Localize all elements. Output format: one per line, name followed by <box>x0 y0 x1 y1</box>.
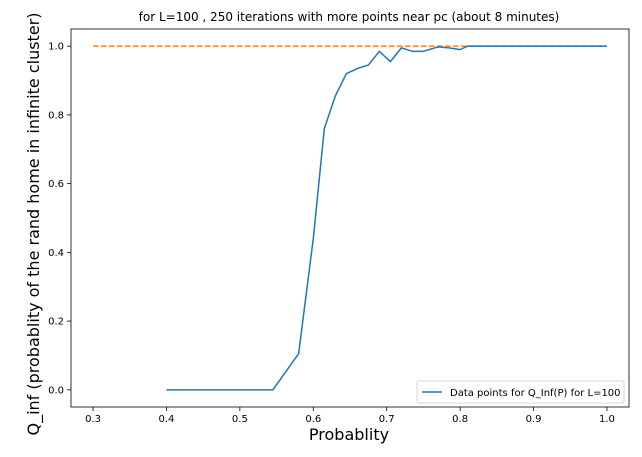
x-tick-label: 0.6 <box>305 414 321 425</box>
legend-box <box>416 380 625 404</box>
x-tick-label: 0.5 <box>232 414 248 425</box>
y-tick-label: 0.8 <box>48 110 64 121</box>
chart-title: for L=100 , 250 iterations with more poi… <box>139 10 560 24</box>
y-tick-label: 0.6 <box>48 179 64 190</box>
y-tick-label: 0.4 <box>48 248 64 259</box>
y-axis-label: Q_inf (probablity of the rand home in in… <box>24 13 44 436</box>
x-axis-ticks: 0.3 0.4 0.5 0.6 0.7 0.8 0.9 1.0 <box>85 407 615 425</box>
data-series-line <box>166 45 607 391</box>
x-tick-label: 0.8 <box>452 414 468 425</box>
legend: Data points for Q_Inf(P) for L=100 <box>416 380 625 404</box>
x-tick-label: 0.3 <box>85 414 101 425</box>
x-axis-label: Probablity <box>309 425 389 444</box>
x-tick-label: 0.7 <box>379 414 395 425</box>
y-tick-label: 0.2 <box>48 317 64 328</box>
y-tick-label: 1.0 <box>48 42 64 53</box>
x-tick-label: 0.4 <box>158 414 174 425</box>
plot-frame <box>70 28 630 408</box>
x-tick-label: 1.0 <box>599 414 615 425</box>
y-tick-label: 0.0 <box>48 385 64 396</box>
y-axis-ticks: 0.0 0.2 0.4 0.6 0.8 1.0 <box>48 42 71 396</box>
legend-label: Data points for Q_Inf(P) for L=100 <box>450 388 621 399</box>
plot-series <box>93 45 607 391</box>
x-tick-label: 0.9 <box>526 414 542 425</box>
